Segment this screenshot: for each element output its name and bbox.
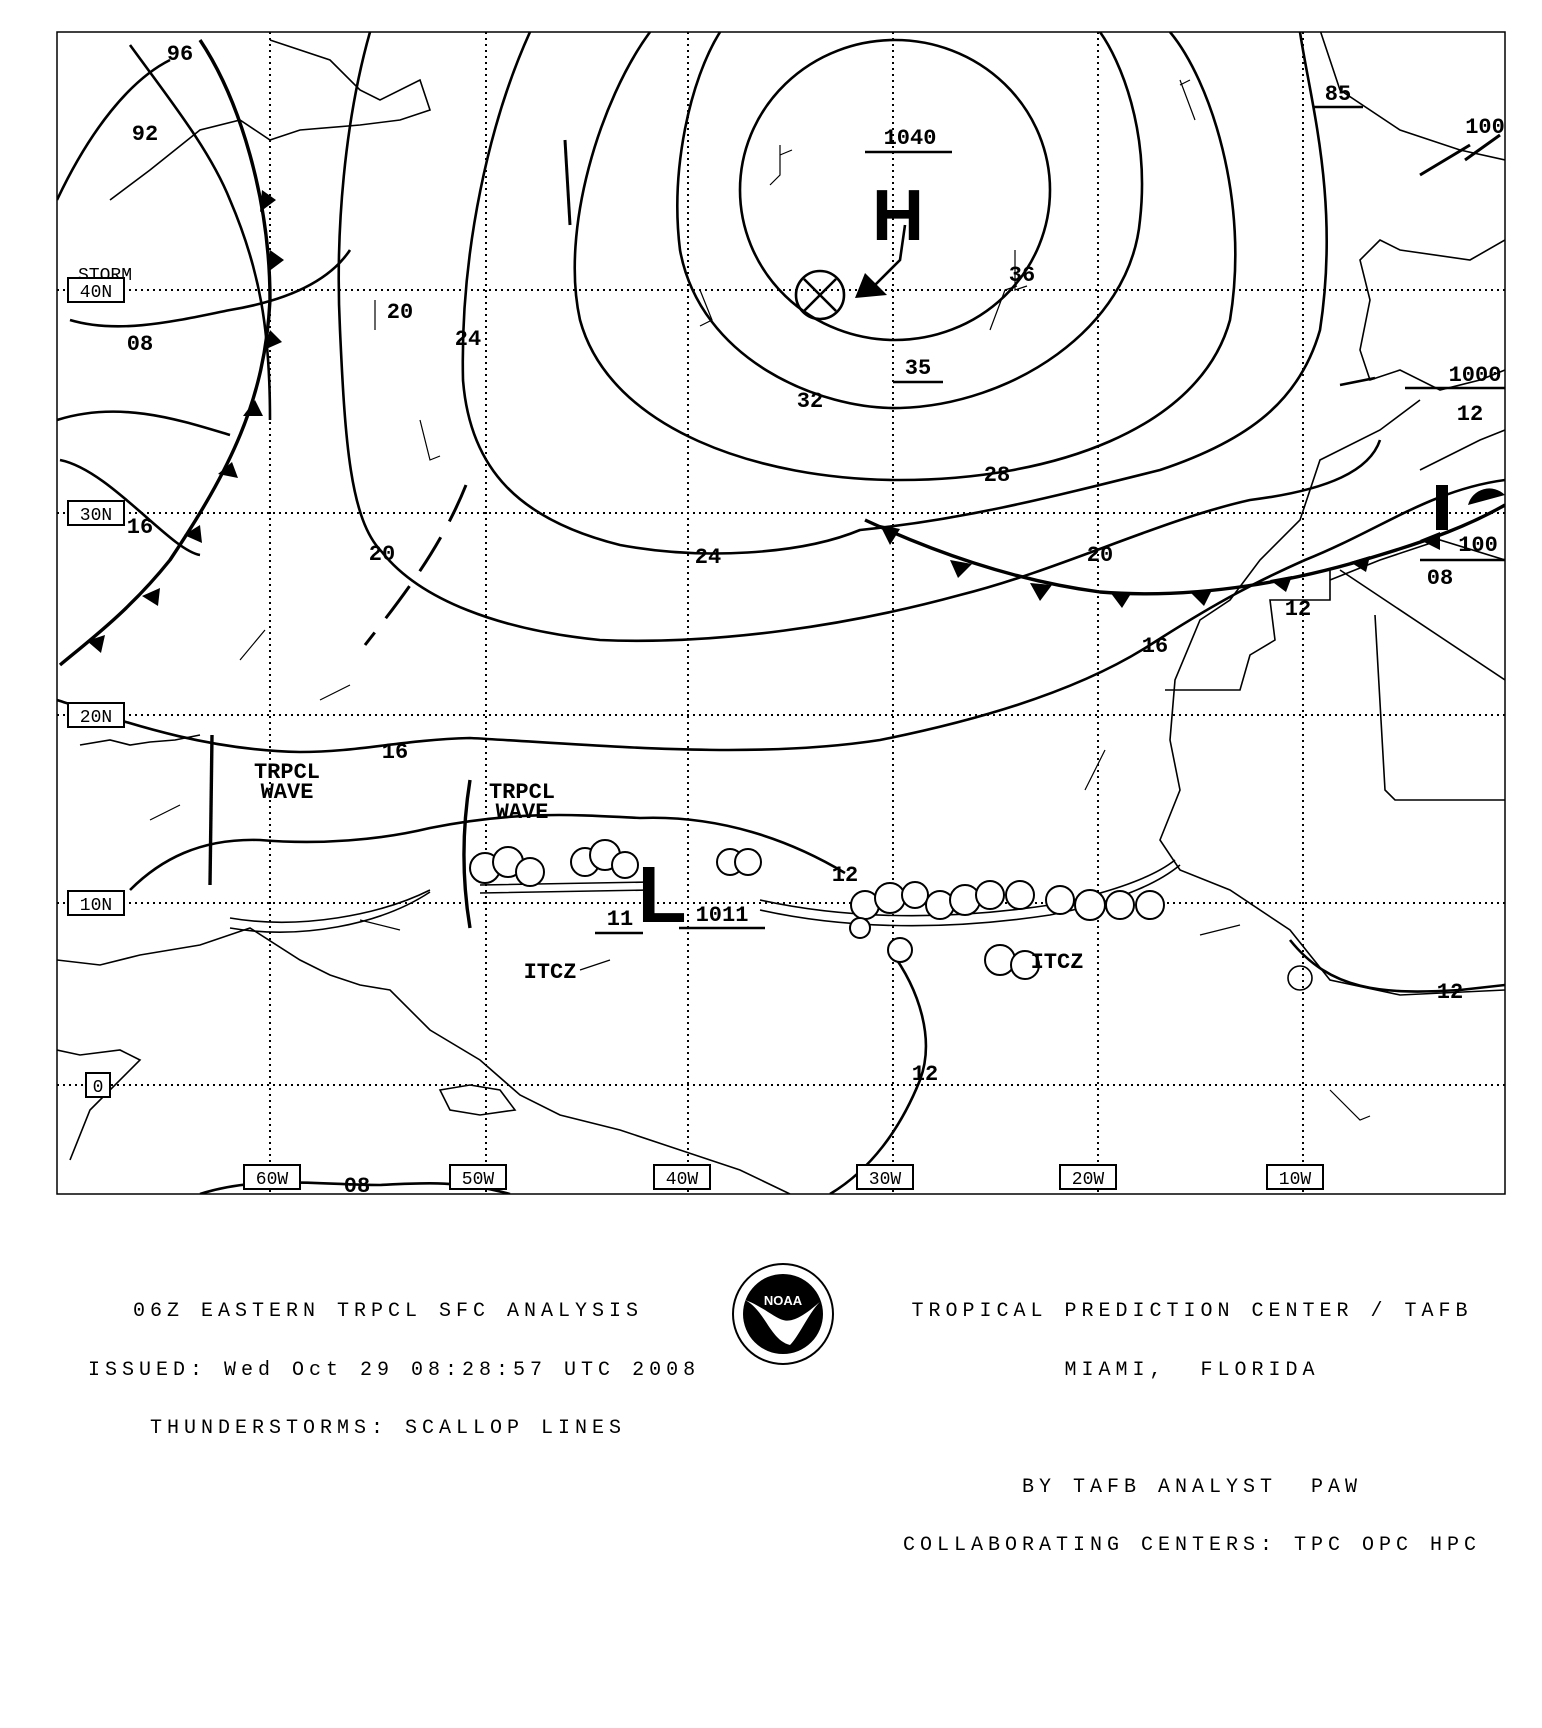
collaborating-centers: COLLABORATING CENTERS: TPC OPC HPC	[902, 1534, 1482, 1557]
svg-text:20W: 20W	[1072, 1170, 1105, 1190]
svg-text:0: 0	[93, 1078, 104, 1098]
tropical-wave-label: TRPCL	[254, 760, 320, 785]
svg-text:40W: 40W	[666, 1170, 699, 1190]
low-center-marks	[794, 133, 1501, 991]
svg-text:12: 12	[1437, 980, 1463, 1005]
high-pressure-symbol: H	[872, 176, 924, 256]
tropical-wave-label: TRPCL	[489, 780, 555, 805]
svg-text:1000: 1000	[1449, 363, 1502, 388]
center-name: TROPICAL PREDICTION CENTER / TAFB	[911, 1300, 1473, 1323]
stationary-front	[864, 485, 1505, 608]
svg-text:50W: 50W	[462, 1170, 495, 1190]
svg-text:24: 24	[455, 327, 481, 352]
svg-text:24: 24	[695, 545, 721, 570]
low-pressure-symbol: L	[638, 850, 687, 939]
svg-text:12: 12	[832, 863, 858, 888]
isobar-labels: 92 96 08 16 20 24 20 24 32 28 36 20 16 1…	[127, 42, 1463, 1199]
issued-time: ISSUED: Wed Oct 29 08:28:57 UTC 2008	[88, 1358, 701, 1382]
svg-text:12: 12	[1457, 402, 1483, 427]
svg-text:35: 35	[905, 356, 931, 381]
latitude-labels: STORM 40N 30N 20N 10N 0	[67, 266, 132, 1098]
svg-text:20: 20	[1087, 543, 1113, 568]
thunderstorm-scallops	[469, 839, 1165, 980]
svg-text:28: 28	[984, 463, 1010, 488]
wind-barbs	[149, 79, 1371, 1121]
svg-text:92: 92	[132, 122, 158, 147]
noaa-logo: NOAA	[732, 1263, 834, 1365]
svg-text:100: 100	[1465, 115, 1505, 140]
svg-text:08: 08	[1427, 566, 1453, 591]
svg-text:08: 08	[344, 1174, 370, 1199]
center-location: MIAMI, FLORIDA	[1064, 1358, 1320, 1382]
feature-labels: TRPCL WAVE TRPCL WAVE ITCZ ITCZ	[254, 760, 1083, 985]
low-pressure-value: 1011	[696, 903, 749, 928]
svg-text:96: 96	[167, 42, 193, 67]
svg-text:12: 12	[1285, 597, 1311, 622]
isobars	[57, 32, 1505, 1194]
svg-text:100: 100	[1458, 533, 1498, 558]
svg-text:20N: 20N	[80, 708, 112, 728]
svg-text:16: 16	[382, 740, 408, 765]
svg-text:12: 12	[912, 1062, 938, 1087]
footer-left: 06Z EASTERN TRPCL SFC ANALYSIS ISSUED: W…	[88, 1263, 701, 1458]
svg-text:16: 16	[127, 515, 153, 540]
svg-text:30N: 30N	[80, 506, 112, 526]
footer-right: TROPICAL PREDICTION CENTER / TAFB MIAMI,…	[872, 1263, 1512, 1575]
svg-text:16: 16	[1142, 634, 1168, 659]
troughs	[208, 139, 1376, 929]
svg-text:85: 85	[1325, 82, 1351, 107]
svg-text:20: 20	[387, 300, 413, 325]
longitude-labels: 60W 50W 40W 30W 20W 10W	[243, 1164, 1324, 1190]
svg-text:10N: 10N	[80, 896, 112, 916]
chart-title: 06Z EASTERN TRPCL SFC ANALYSIS	[132, 1300, 644, 1323]
svg-text:40N: 40N	[80, 283, 112, 303]
svg-text:WAVE: WAVE	[261, 780, 314, 805]
coastlines	[57, 32, 1505, 1194]
itcz-label: ITCZ	[1031, 950, 1084, 975]
legend-note: THUNDERSTORMS: SCALLOP LINES	[149, 1417, 627, 1440]
svg-text:NOAA: NOAA	[764, 1293, 803, 1308]
svg-text:60W: 60W	[256, 1170, 289, 1190]
svg-text:WAVE: WAVE	[496, 800, 549, 825]
svg-text:10W: 10W	[1279, 1170, 1312, 1190]
svg-text:08: 08	[127, 332, 153, 357]
pressure-values: 35 85 100 1000 12 100 08	[893, 82, 1505, 591]
analyst: BY TAFB ANALYST PAW	[1021, 1475, 1363, 1499]
svg-text:30W: 30W	[869, 1170, 902, 1190]
itcz-label: ITCZ	[524, 960, 577, 985]
svg-text:36: 36	[1009, 263, 1035, 288]
map-frame	[56, 31, 1506, 1195]
svg-text:11: 11	[607, 907, 633, 932]
svg-text:32: 32	[797, 389, 823, 414]
high-pressure-value: 1040	[884, 126, 937, 151]
svg-text:20: 20	[369, 542, 395, 567]
cold-front	[58, 39, 284, 667]
